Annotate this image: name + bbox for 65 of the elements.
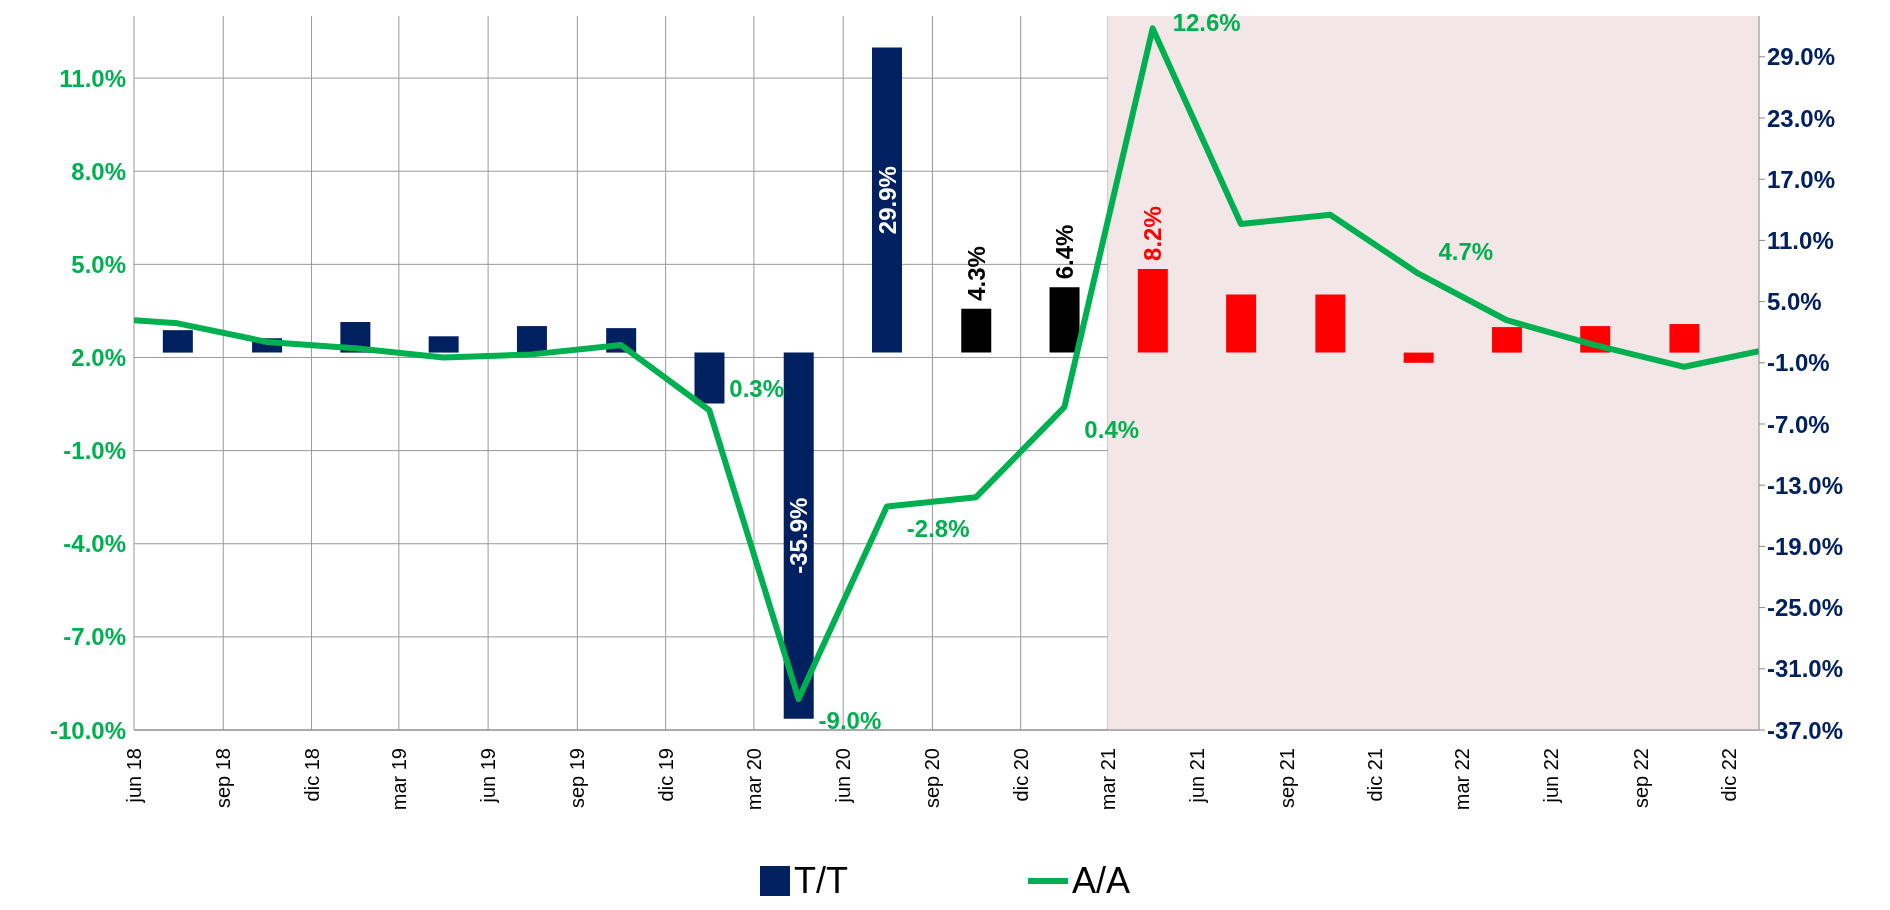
y2-tick-label: -13.0% (1767, 471, 1844, 499)
bar (516, 326, 547, 353)
x-tick-label: dic 19 (654, 748, 677, 802)
data-label: 6.4% (1051, 224, 1079, 280)
data-label: -35.9% (785, 497, 813, 574)
data-label: 8.2% (1139, 206, 1167, 261)
y2-tick-label: 5.0% (1767, 288, 1822, 316)
bar (872, 47, 903, 353)
data-label: 12.6% (1172, 8, 1241, 36)
x-tick-label: sep 22 (1629, 748, 1652, 809)
bar (1049, 287, 1080, 353)
data-label: 29.9% (873, 166, 901, 235)
x-tick-label: sep 18 (212, 748, 235, 809)
y2-tick-label: 11.0% (1767, 226, 1834, 254)
data-label: 0.4% (1084, 415, 1140, 443)
x-tick-label: sep 19 (566, 748, 589, 809)
bar (1226, 294, 1257, 353)
data-label: -9.0% (818, 707, 882, 735)
y2-tick-label: 17.0% (1767, 165, 1836, 193)
x-tick-label: dic 18 (300, 748, 323, 802)
legend-label: T/T (793, 860, 848, 902)
bar (1491, 327, 1522, 353)
x-tick-label: jun 21 (1186, 748, 1209, 804)
y-tick-label: -7.0% (63, 623, 126, 651)
y2-tick-label: 23.0% (1767, 104, 1836, 132)
y2-tick-label: -1.0% (1767, 349, 1830, 377)
bar (1403, 352, 1434, 363)
bar (1669, 324, 1700, 353)
data-label: -2.8% (906, 514, 970, 542)
x-tick-label: jun 18 (123, 748, 145, 804)
y2-tick-label: 29.0% (1767, 43, 1836, 71)
y-tick-label: 2.0% (71, 344, 126, 371)
x-tick-label: dic 20 (1009, 748, 1032, 802)
bar (162, 330, 193, 353)
x-tick-label: mar 19 (387, 748, 410, 811)
y-tick-label: 11.0% (59, 64, 126, 92)
data-label: 4.7% (1438, 238, 1494, 266)
y-tick-label: -10.0% (49, 716, 126, 744)
x-tick-label: sep 20 (921, 748, 944, 809)
x-tick-label: jun 19 (477, 748, 500, 804)
bar (694, 352, 725, 404)
bar (1137, 268, 1168, 353)
x-tick-label: mar 20 (742, 748, 765, 811)
x-tick-label: mar 21 (1097, 748, 1120, 811)
data-label: 0.3% (729, 374, 784, 402)
x-tick-label: sep 21 (1275, 748, 1298, 809)
data-label: 4.3% (962, 246, 990, 301)
x-tick-label: jun 22 (1540, 748, 1563, 804)
y-tick-label: 8.0% (71, 157, 126, 185)
bar (428, 336, 459, 353)
y2-tick-label: -25.0% (1767, 594, 1844, 622)
x-tick-label: dic 22 (1717, 748, 1740, 802)
y-tick-label: 5.0% (71, 250, 126, 278)
x-tick-label: dic 21 (1363, 748, 1386, 802)
y-tick-label: -4.0% (63, 530, 126, 558)
y-tick-label: -1.0% (63, 437, 126, 465)
y2-tick-label: -37.0% (1767, 716, 1844, 744)
y2-tick-label: -19.0% (1767, 532, 1844, 560)
bar (1315, 294, 1346, 353)
x-tick-label: mar 22 (1451, 748, 1474, 811)
y2-tick-label: -31.0% (1767, 655, 1844, 683)
y2-tick-label: -7.0% (1767, 410, 1830, 438)
x-tick-label: jun 20 (832, 748, 855, 804)
bar (961, 308, 992, 353)
legend-label: A/A (1071, 860, 1130, 902)
